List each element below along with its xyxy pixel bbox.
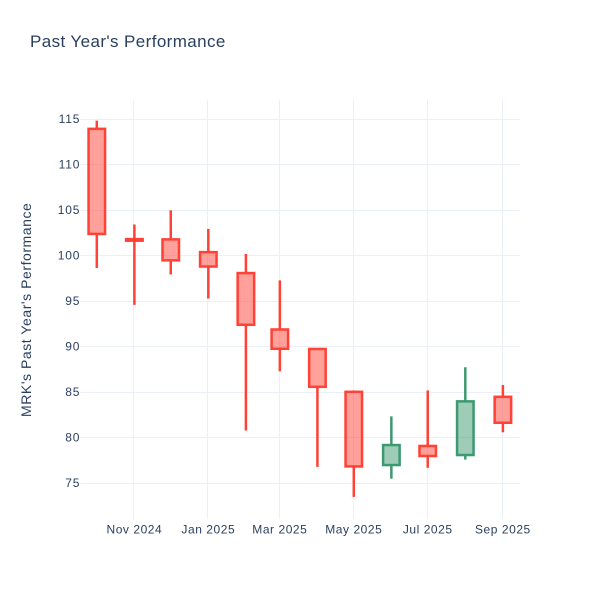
svg-text:85: 85 (65, 385, 80, 399)
svg-text:80: 80 (65, 431, 80, 445)
svg-text:Sep 2025: Sep 2025 (475, 522, 531, 536)
svg-text:Past Year's Performance: Past Year's Performance (30, 32, 226, 51)
svg-text:100: 100 (58, 249, 80, 263)
svg-text:110: 110 (59, 158, 81, 172)
svg-text:Mar 2025: Mar 2025 (252, 522, 307, 536)
svg-text:May 2025: May 2025 (325, 522, 382, 536)
svg-text:90: 90 (65, 340, 80, 354)
svg-text:Nov 2024: Nov 2024 (106, 522, 162, 536)
svg-text:Jul 2025: Jul 2025 (403, 522, 453, 536)
svg-text:115: 115 (59, 112, 81, 126)
svg-text:Jan 2025: Jan 2025 (181, 522, 235, 536)
svg-text:75: 75 (65, 476, 80, 490)
svg-text:MRK's Past Year's Performance: MRK's Past Year's Performance (18, 203, 34, 417)
svg-text:105: 105 (58, 203, 80, 217)
svg-text:95: 95 (65, 294, 80, 308)
